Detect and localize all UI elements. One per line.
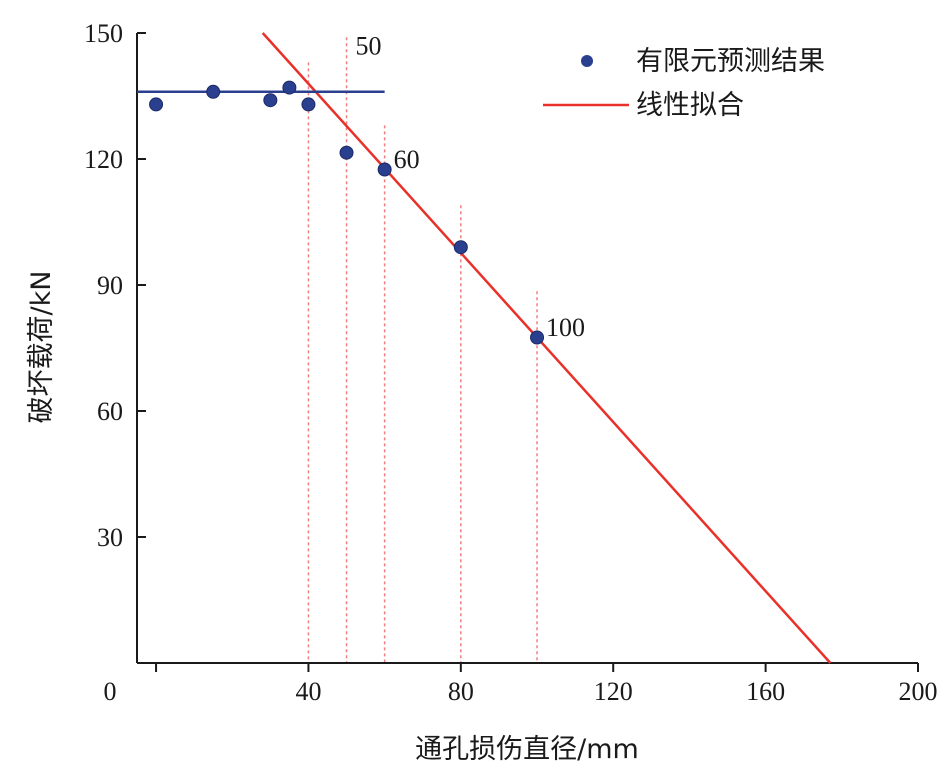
ticks: 0 40 80 120 160 200 30 60 90 120 150 [84,19,938,706]
annotation-label: 100 [546,313,585,342]
y-tick-label: 30 [97,523,123,552]
data-point [263,93,278,108]
y-tick-label: 90 [97,271,123,300]
x-tick-label: 200 [899,677,938,706]
data-point [301,97,316,112]
reference-lines [307,37,538,663]
x-axis-title: 通孔损伤直径/mm [415,734,639,765]
data-point [206,84,221,99]
x-tick-label: 0 [104,677,117,706]
annotation-label: 50 [356,32,382,61]
x-tick-label: 120 [594,677,633,706]
data-point [453,240,468,255]
x-tick-label: 40 [295,677,321,706]
annotations: 50 60 100 [356,32,585,342]
annotation-label: 60 [394,145,420,174]
y-axis-title: 破坏载荷/kN [26,271,57,424]
axes [136,33,918,664]
data-point [282,80,297,95]
y-tick-label: 120 [84,145,123,174]
data-point [530,330,545,345]
y-tick-label: 150 [84,19,123,48]
legend-label-line: 线性拟合 [636,90,744,121]
legend: 有限元预测结果 线性拟合 [543,46,825,121]
x-tick-label: 160 [746,677,785,706]
legend-label-scatter: 有限元预测结果 [636,46,825,77]
data-points [149,80,545,345]
data-point [339,145,354,160]
data-point [377,162,392,177]
x-tick-label: 80 [448,677,474,706]
y-tick-label: 60 [97,397,123,426]
fit-line [261,32,832,664]
data-point [149,97,164,112]
series-lines [137,32,832,664]
legend-marker-scatter [581,55,593,67]
